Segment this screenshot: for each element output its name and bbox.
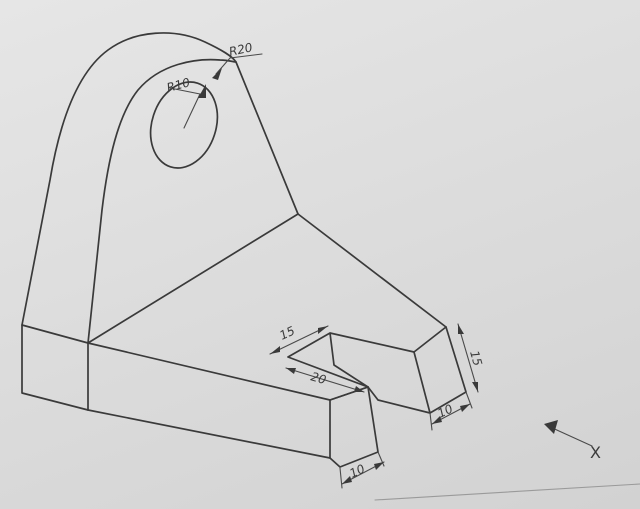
dim-r10: R10	[165, 75, 192, 95]
base-left-face	[21, 324, 89, 411]
r10-arrow	[198, 84, 206, 98]
dim10-base-arrow-a	[342, 476, 352, 484]
dim20-arrow-a	[286, 368, 296, 374]
prong-front-face	[329, 386, 379, 468]
tab-bottom-edge	[367, 386, 431, 414]
dim-15-tab: 15	[467, 349, 485, 368]
r20-leader	[215, 53, 263, 75]
dim20-line	[285, 367, 365, 393]
rib-edge-left	[87, 213, 299, 344]
dim10-base-arrow-b	[374, 462, 384, 470]
dim10-tab-arrow-a	[432, 416, 442, 424]
dim-10-base: 10	[347, 461, 367, 480]
dim20-arrow-b	[354, 386, 364, 392]
upright-outer-outline	[21, 32, 299, 326]
dim15-arrow-b	[318, 326, 328, 334]
dim-20-slot: 20	[309, 369, 328, 387]
slot-inner-edges	[287, 332, 415, 388]
dim15-arrow-a	[270, 346, 280, 354]
dim-r20: R20	[228, 40, 254, 59]
upright-front-outline	[87, 58, 237, 344]
rib-edge-right	[297, 213, 447, 328]
paper-edge	[374, 483, 640, 501]
dim15-tab-arrow-b	[472, 382, 478, 392]
base-front-face	[87, 342, 331, 459]
dim10-tab-arrow-b	[460, 404, 470, 412]
tab-face	[413, 326, 467, 414]
hole-ellipse	[149, 81, 219, 169]
dim15-tab-line	[457, 323, 479, 393]
direction-marker-x: X	[590, 443, 601, 462]
dim-10-tab: 10	[435, 401, 455, 420]
dim15-tab-arrow-a	[458, 324, 464, 334]
view-direction-arrowhead	[544, 420, 558, 434]
dim-15-slot: 15	[277, 324, 297, 343]
r10-leader	[169, 87, 201, 129]
r20-arrow	[212, 68, 222, 80]
